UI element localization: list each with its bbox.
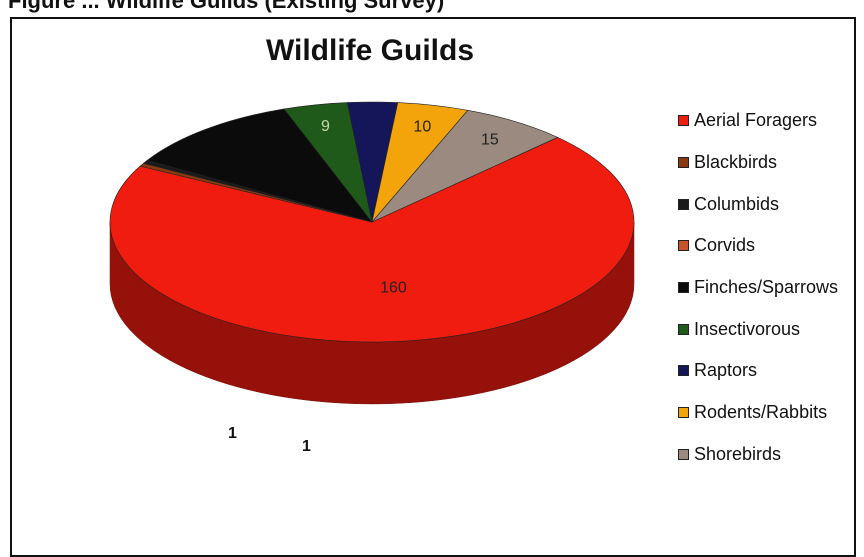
legend-item-rodents-rabbits: Rodents/Rabbits <box>678 392 863 434</box>
caption-fragment-clipped: Figure ... Wildlife Guilds (Existing Sur… <box>8 0 444 13</box>
pie-chart: 160 9 10 15 <box>109 101 635 405</box>
legend-label: Finches/Sparrows <box>694 277 839 298</box>
legend-swatch <box>678 323 689 335</box>
data-label-columbids: 1 <box>302 438 311 455</box>
legend-swatch <box>678 115 689 127</box>
legend-label: Rodents/Rabbits <box>694 402 828 423</box>
legend-label: Insectivorous <box>694 318 801 339</box>
pie-top <box>109 101 635 343</box>
legend-label: Columbids <box>694 193 780 214</box>
pie-slice-shorebirds <box>371 109 559 223</box>
legend-item-raptors: Raptors <box>678 350 863 392</box>
legend-swatch <box>678 240 689 252</box>
legend-item-shorebirds: Shorebirds <box>678 434 863 476</box>
legend-item-insectivorous: Insectivorous <box>678 308 863 350</box>
data-label-aerial-foragers: 160 <box>380 279 407 296</box>
legend-swatch <box>678 157 689 169</box>
legend-item-corvids: Corvids <box>678 225 863 267</box>
chart-legend: Aerial Foragers Blackbirds Columbids Corvid… <box>678 100 863 475</box>
data-label-rodents-rabbits: 10 <box>413 118 431 135</box>
legend-label: Raptors <box>694 360 758 381</box>
pie-slice-aerial-foragers <box>109 137 635 343</box>
legend-swatch <box>678 282 689 294</box>
legend-label: Shorebirds <box>694 443 782 464</box>
legend-item-columbids: Columbids <box>678 183 863 225</box>
legend-swatch <box>678 448 689 460</box>
legend-label: Aerial Foragers <box>694 110 818 131</box>
legend-swatch <box>678 365 689 377</box>
legend-swatch <box>678 407 689 419</box>
legend-label: Blackbirds <box>694 152 778 173</box>
caption-text: Figure ... Wildlife Guilds (Existing Sur… <box>8 0 444 13</box>
legend-item-aerial-foragers: Aerial Foragers <box>678 100 863 142</box>
data-label-blackbirds: 1 <box>228 425 237 442</box>
legend-item-finches-sparrows: Finches/Sparrows <box>678 267 863 309</box>
legend-swatch <box>678 198 689 210</box>
data-label-insectivorous: 9 <box>321 118 330 135</box>
pie-slice-finches-sparrows <box>146 108 373 223</box>
legend-item-blackbirds: Blackbirds <box>678 142 863 184</box>
pie-data-labels: 160 9 10 15 <box>321 118 499 296</box>
legend-label: Corvids <box>694 235 756 256</box>
chart-title: Wildlife Guilds <box>265 34 475 67</box>
data-label-shorebirds: 15 <box>481 132 499 149</box>
caption-fragment: Figure ... Wildlife Guilds (Existing Sur… <box>0 0 864 16</box>
